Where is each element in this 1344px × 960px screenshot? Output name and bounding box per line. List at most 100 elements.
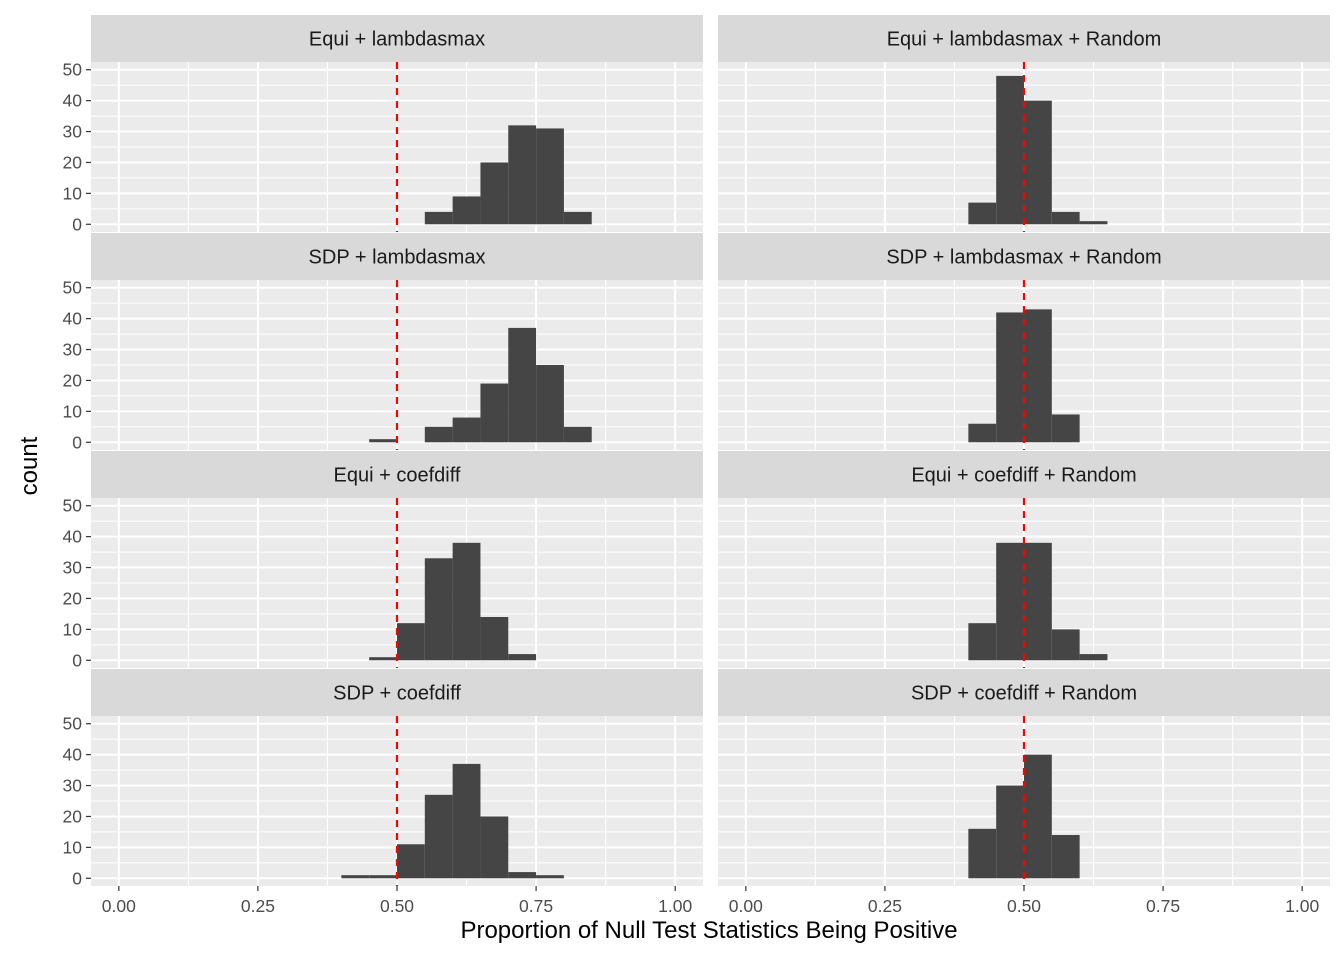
- histogram-bar: [341, 875, 370, 879]
- histogram-bar: [996, 542, 1024, 661]
- histogram-bar: [968, 828, 997, 879]
- histogram-bar: [563, 426, 592, 443]
- histogram-bar: [563, 211, 592, 225]
- histogram-bar: [996, 785, 1024, 879]
- histogram-bar: [480, 383, 509, 443]
- histogram-bar: [1024, 100, 1052, 225]
- x-tick-label: 0.25: [868, 896, 902, 916]
- x-tick-label: 0.50: [1007, 896, 1041, 916]
- histogram-bar: [1051, 414, 1080, 443]
- histogram-bar: [508, 872, 537, 879]
- histogram-bar: [508, 125, 537, 225]
- x-tick-label: 0.25: [241, 896, 275, 916]
- facet-strip: [91, 15, 703, 62]
- x-tick-label: 0.00: [729, 896, 763, 916]
- y-tick-label: 50: [63, 278, 83, 298]
- facet-title: SDP + lambdasmax: [309, 247, 486, 269]
- facet-title: SDP + coefdiff: [333, 683, 461, 705]
- y-tick-label: 20: [63, 152, 83, 172]
- facet-strip: [718, 15, 1330, 62]
- facet-panel: SDP + coefdiff 0 10 20 30 40 50 0.00 0.25 0.50 0.7…: [63, 669, 703, 916]
- histogram-bar: [369, 439, 397, 443]
- y-tick-label: 30: [63, 776, 83, 796]
- histogram-bar: [480, 617, 509, 661]
- histogram-bar: [452, 196, 481, 225]
- histogram-bar: [1079, 221, 1108, 225]
- facet-strip: [718, 669, 1330, 716]
- facet-panel: SDP + lambdasmax 0 10 20 30 40 50: [63, 233, 703, 452]
- histogram-bar: [480, 816, 509, 879]
- histogram-bar: [508, 327, 537, 443]
- y-tick-label: 0: [72, 214, 82, 234]
- facet-strip: [718, 451, 1330, 498]
- facet-title: Equi + coefdiff + Random: [911, 465, 1136, 487]
- facet-panel: Equi + coefdiff + Random: [718, 451, 1330, 668]
- y-tick-label: 10: [63, 837, 83, 857]
- facet-strip: [718, 233, 1330, 280]
- histogram-bar: [452, 763, 481, 879]
- x-tick-label: 0.75: [1146, 896, 1180, 916]
- x-tick-label: 0.50: [380, 896, 414, 916]
- histogram-bar: [1051, 629, 1080, 661]
- histogram-bar: [424, 558, 453, 661]
- facet-strip: [91, 669, 703, 716]
- histogram-bar: [996, 312, 1024, 443]
- x-tick-label: 0.00: [102, 896, 136, 916]
- facet-title: Equi + lambdasmax + Random: [887, 29, 1162, 51]
- histogram-bar: [1079, 654, 1108, 661]
- y-tick-label: 30: [63, 122, 83, 142]
- histogram-bar: [1051, 211, 1080, 225]
- histogram-bar: [452, 542, 481, 661]
- histogram-bar: [508, 654, 537, 661]
- y-tick-label: 50: [63, 60, 83, 80]
- histogram-bar: [968, 423, 997, 443]
- histogram-bar: [536, 365, 564, 443]
- y-tick-label: 0: [72, 868, 82, 888]
- histogram-bar: [369, 875, 397, 879]
- y-tick-label: 20: [63, 806, 83, 826]
- histogram-bar: [452, 417, 481, 443]
- histogram-bar: [397, 844, 425, 879]
- histogram-bar: [968, 623, 997, 661]
- histogram-bar: [424, 794, 453, 879]
- histogram-bar: [424, 426, 453, 443]
- x-tick-label: 0.75: [519, 896, 553, 916]
- y-tick-label: 10: [63, 619, 83, 639]
- histogram-bar: [424, 211, 453, 225]
- facet-title: SDP + lambdasmax + Random: [886, 247, 1161, 269]
- y-tick-label: 20: [63, 370, 83, 390]
- x-tick-label: 1.00: [1285, 896, 1319, 916]
- facet-title: SDP + coefdiff + Random: [911, 683, 1137, 705]
- y-tick-label: 50: [63, 714, 83, 734]
- facet-title: Equi + coefdiff: [334, 465, 461, 487]
- y-tick-label: 40: [63, 91, 83, 111]
- facet-strip: [91, 451, 703, 498]
- histogram-bar: [996, 75, 1024, 225]
- facet-panel: Equi + lambdasmax 0 10 20 30 40 50: [63, 15, 703, 234]
- histogram-bar: [1024, 754, 1052, 879]
- histogram-bar: [1051, 835, 1080, 879]
- histogram-bar: [1024, 309, 1052, 443]
- y-tick-label: 40: [63, 745, 83, 765]
- facet-title: Equi + lambdasmax: [309, 29, 485, 51]
- histogram-bar: [968, 202, 997, 225]
- histogram-bar: [369, 657, 397, 661]
- histogram-bar: [480, 162, 509, 225]
- y-tick-label: 30: [63, 340, 83, 360]
- facet-panel: Equi + coefdiff 0 10 20 30 40 50: [63, 451, 703, 670]
- y-tick-label: 40: [63, 527, 83, 547]
- y-tick-label: 20: [63, 588, 83, 608]
- facet-strip: [91, 233, 703, 280]
- x-tick-label: 1.00: [658, 896, 692, 916]
- y-tick-label: 10: [63, 183, 83, 203]
- y-tick-label: 0: [72, 432, 82, 452]
- histogram-bar: [397, 623, 425, 661]
- facet-panel: SDP + coefdiff + Random 0.00 0.25 0.50 0.75 1…: [718, 669, 1330, 916]
- histogram-bar: [536, 128, 564, 225]
- y-tick-label: 10: [63, 401, 83, 421]
- facet-panel: SDP + lambdasmax + Random: [718, 233, 1330, 450]
- histogram-bar: [536, 875, 564, 879]
- facet-panel: Equi + lambdasmax + Random: [718, 15, 1330, 232]
